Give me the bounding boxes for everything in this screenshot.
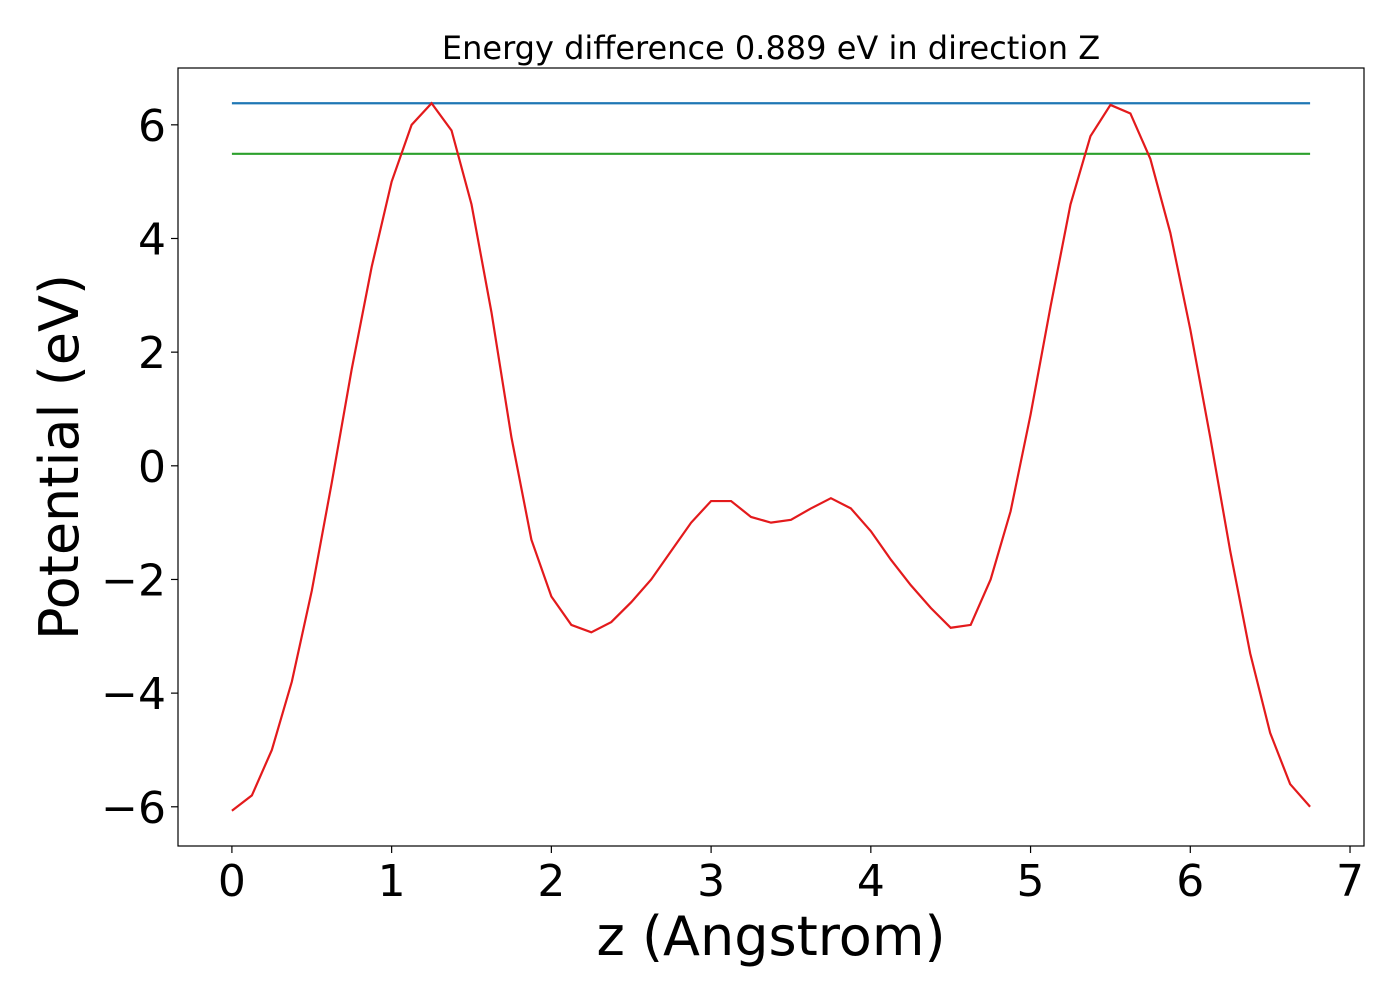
x-tick-label: 7 bbox=[1336, 856, 1364, 907]
plot-frame bbox=[177, 67, 1365, 847]
x-tick-label: 1 bbox=[378, 856, 406, 907]
y-tick-label: 4 bbox=[138, 214, 166, 265]
y-tick-label: 6 bbox=[138, 101, 166, 152]
x-tick-label: 4 bbox=[857, 856, 885, 907]
y-tick-label: 2 bbox=[138, 328, 166, 379]
x-tick-label: 2 bbox=[537, 856, 565, 907]
x-tick-label: 3 bbox=[697, 856, 725, 907]
chart-title: Energy difference 0.889 eV in direction … bbox=[442, 29, 1100, 67]
y-tick-label: −6 bbox=[101, 783, 166, 834]
y-axis-label: Potential (eV) bbox=[28, 274, 91, 640]
y-tick-label: −4 bbox=[101, 669, 166, 720]
y-tick-label: −2 bbox=[101, 555, 166, 606]
x-axis-label: z (Angstrom) bbox=[596, 905, 945, 968]
line-series bbox=[231, 101, 1311, 812]
x-tick-label: 6 bbox=[1176, 856, 1204, 907]
x-tick-label: 5 bbox=[1017, 856, 1045, 907]
x-tick-label: 0 bbox=[218, 856, 246, 907]
y-tick-label: 0 bbox=[138, 442, 166, 493]
